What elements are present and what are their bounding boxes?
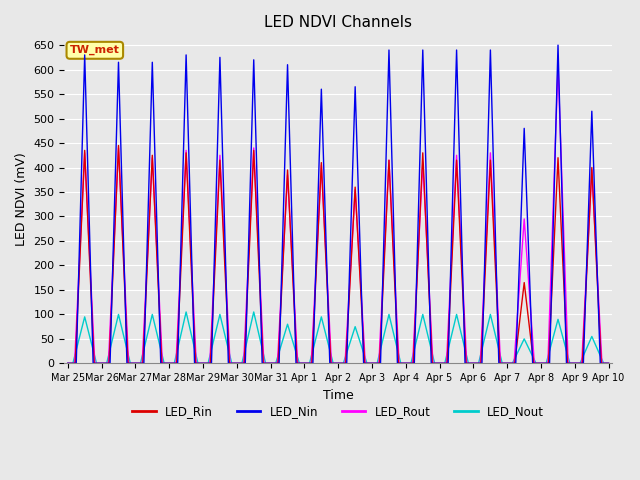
- Legend: LED_Rin, LED_Nin, LED_Rout, LED_Nout: LED_Rin, LED_Nin, LED_Rout, LED_Nout: [127, 401, 549, 423]
- Text: TW_met: TW_met: [70, 45, 120, 56]
- Y-axis label: LED NDVI (mV): LED NDVI (mV): [15, 153, 28, 246]
- Title: LED NDVI Channels: LED NDVI Channels: [264, 15, 412, 30]
- X-axis label: Time: Time: [323, 389, 353, 402]
